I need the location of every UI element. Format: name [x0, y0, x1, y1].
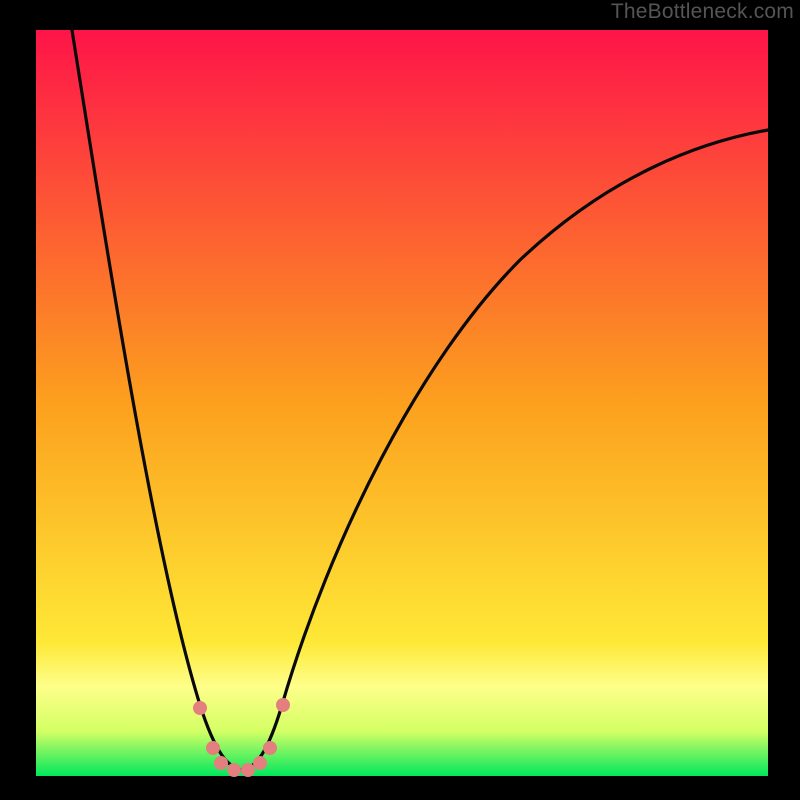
plot-gradient-background — [36, 30, 768, 776]
watermark-text: TheBottleneck.com — [611, 0, 794, 24]
chart-container: TheBottleneck.com — [0, 0, 800, 800]
